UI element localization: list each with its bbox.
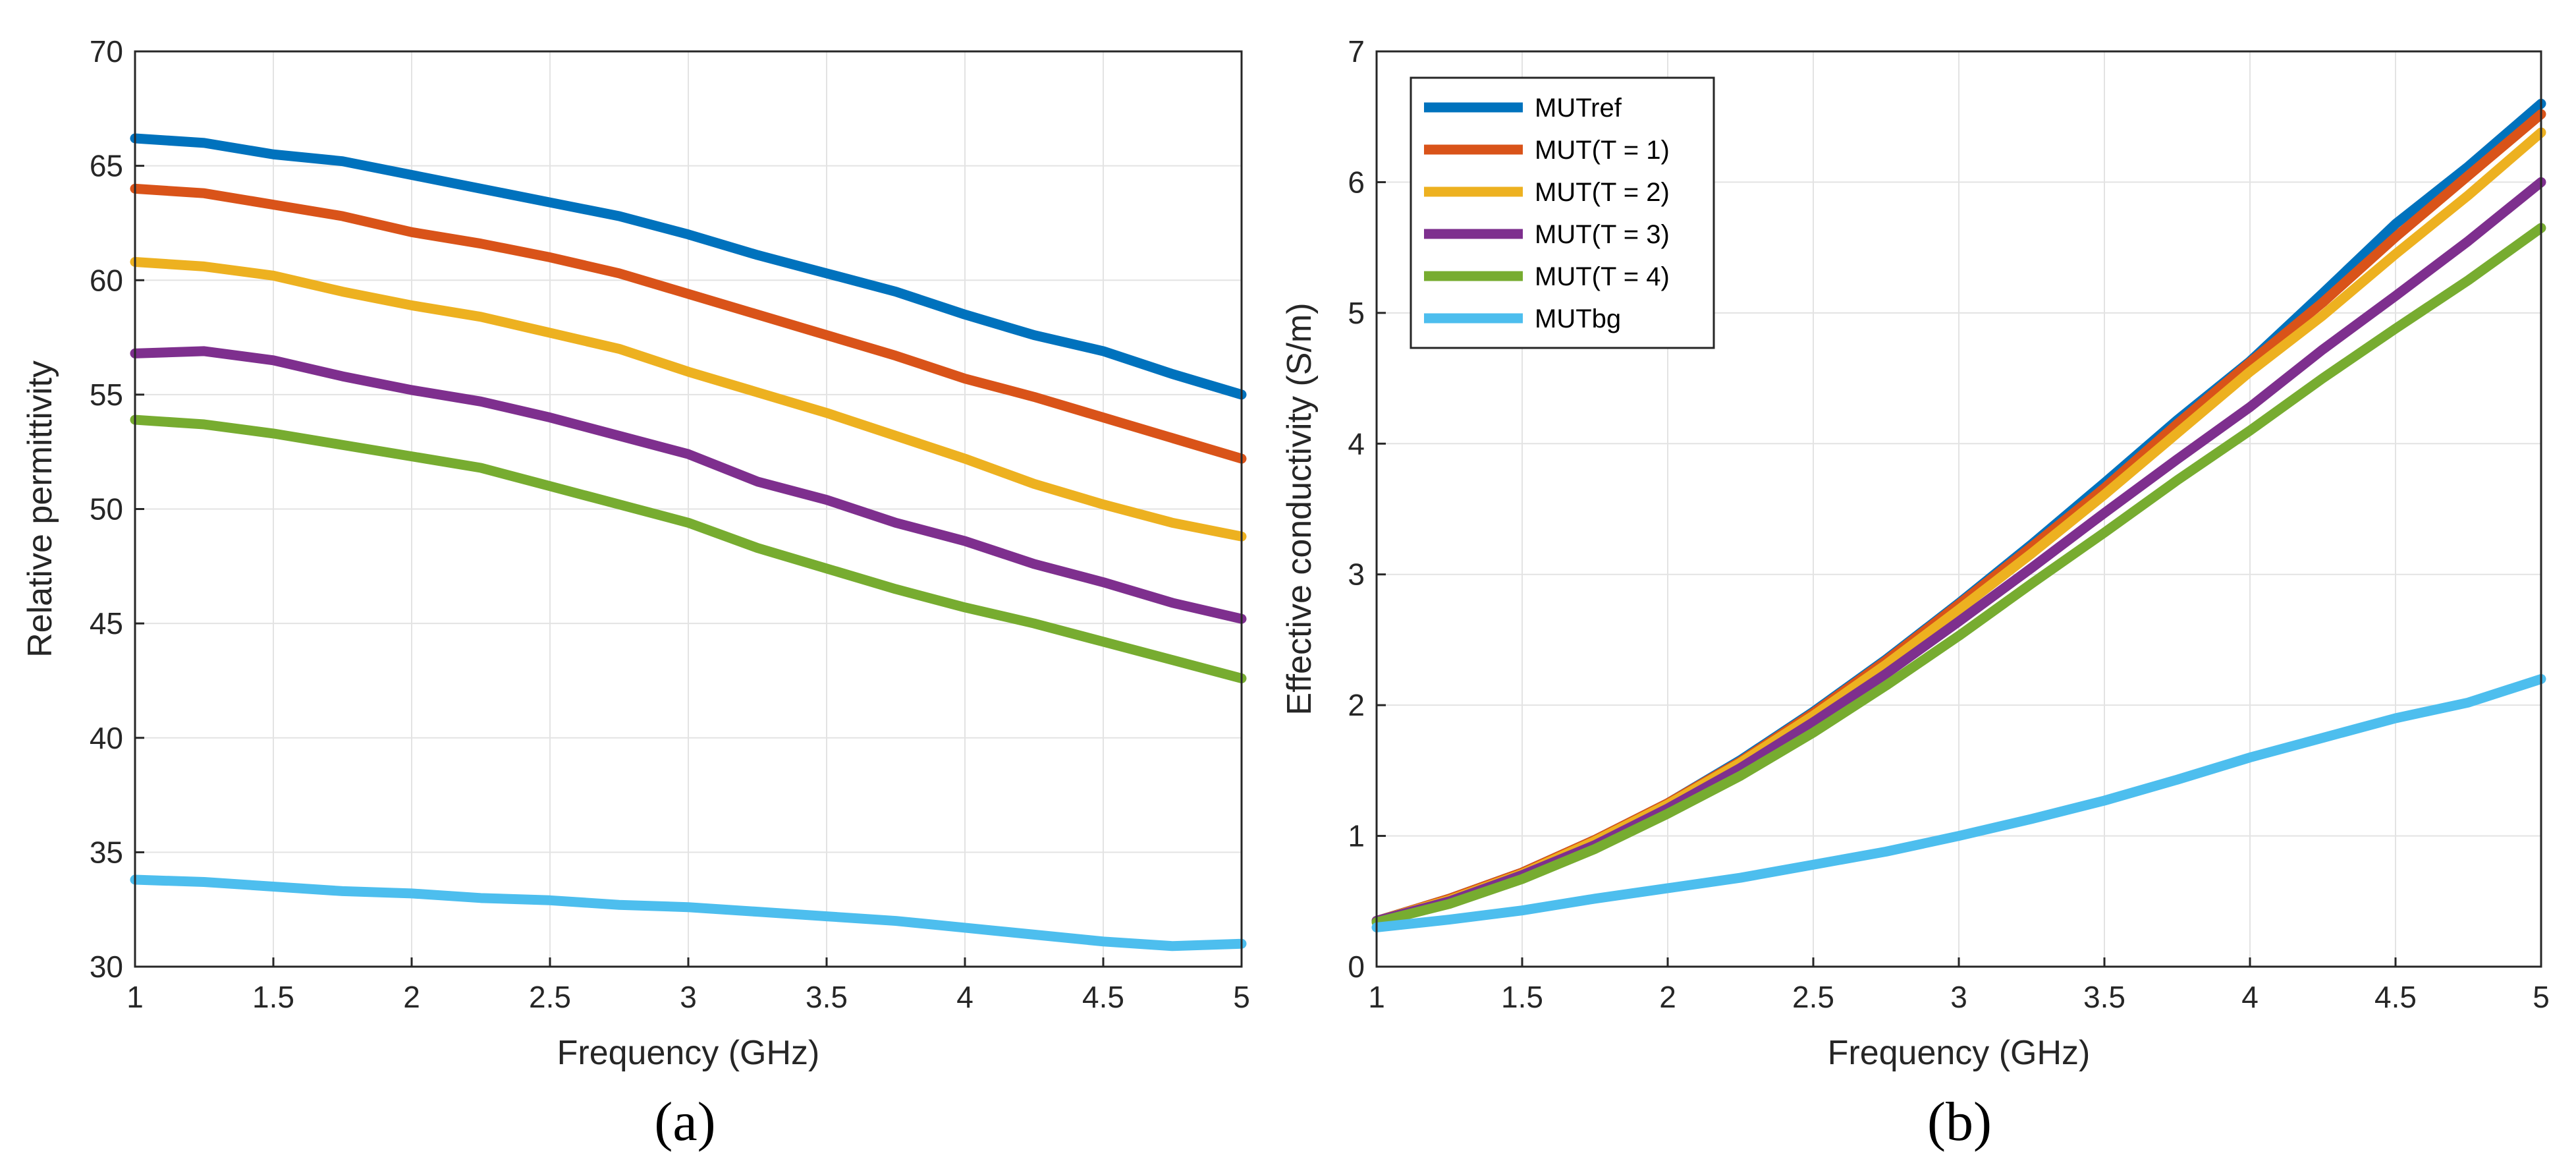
y-tick-label: 0 [1348, 950, 1365, 984]
legend-label-0: MUTref [1535, 94, 1622, 123]
legend-label-1: MUT(T = 1) [1535, 136, 1670, 165]
legend: MUTref MUT(T = 1) MUT(T = 2) MUT(T = 3) MUT(… [1410, 76, 1715, 349]
y-tick-label: 50 [90, 492, 123, 526]
y-tick-labels: 0 1 2 3 4 5 6 7 [1348, 34, 1386, 984]
series-line-3 [130, 346, 1247, 624]
panel-caption: (b) [1927, 1091, 1992, 1152]
x-tick-label: 5 [1233, 980, 1250, 1014]
series-lines [130, 133, 1247, 952]
series-lines [1371, 98, 2546, 932]
y-tick-label: 5 [1348, 296, 1365, 330]
x-tick-label: 2.5 [529, 980, 571, 1014]
panel-caption: (a) [654, 1091, 715, 1152]
y-axis-label: Relative permittivity [21, 360, 59, 658]
x-tick-label: 3 [1950, 980, 1967, 1014]
series-line-5 [130, 874, 1247, 952]
series-line-0 [130, 133, 1247, 400]
x-tick-label: 2.5 [1792, 980, 1834, 1014]
legend-box [1410, 76, 1715, 349]
y-axis-label: Effective conductivity (S/m) [1280, 302, 1319, 715]
legend-label-3: MUT(T = 3) [1535, 220, 1670, 249]
y-tick-label: 70 [90, 34, 123, 69]
y-tick-label: 55 [90, 378, 123, 412]
y-tick-label: 45 [90, 606, 123, 640]
x-tick-label: 1 [126, 980, 144, 1014]
y-tick-label: 3 [1348, 557, 1365, 592]
y-tick-label: 2 [1348, 688, 1365, 722]
x-tick-label: 1.5 [1501, 980, 1543, 1014]
x-tick-label: 2 [1659, 980, 1676, 1014]
x-tick-label: 1 [1368, 980, 1385, 1014]
series-line-5 [1371, 673, 2546, 932]
y-tick-label: 1 [1348, 819, 1365, 853]
y-tick-label: 65 [90, 149, 123, 183]
x-tick-label: 3 [680, 980, 697, 1014]
x-tick-label: 4.5 [1082, 980, 1124, 1014]
x-tick-labels: 1 1.5 2 2.5 3 3.5 4 4.5 5 [126, 957, 1250, 1014]
y-tick-label: 7 [1348, 34, 1365, 69]
panel-a-relative-permittivity: 1 1.5 2 2.5 3 3.5 4 4.5 5 30 35 40 45 50 55 60 65 70 Frequ… [21, 34, 1250, 1152]
y-tick-label: 60 [90, 263, 123, 297]
y-tick-label: 35 [90, 835, 123, 869]
x-axis-label: Frequency (GHz) [1828, 1034, 2091, 1072]
series-line-4 [1371, 223, 2546, 928]
legend-label-2: MUT(T = 2) [1535, 178, 1670, 207]
series-line-2 [130, 256, 1247, 542]
y-tick-label: 40 [90, 721, 123, 755]
y-tick-label: 30 [90, 950, 123, 984]
x-tick-label: 3.5 [806, 980, 848, 1014]
legend-label-5: MUTbg [1535, 304, 1621, 333]
x-tick-label: 4 [956, 980, 973, 1014]
x-tick-label: 4.5 [2374, 980, 2417, 1014]
x-tick-label: 3.5 [2083, 980, 2125, 1014]
series-line-4 [130, 414, 1247, 683]
x-tick-label: 2 [403, 980, 420, 1014]
y-tick-label: 4 [1348, 426, 1365, 461]
grid-lines [134, 51, 1242, 967]
x-tick-label: 1.5 [252, 980, 294, 1014]
x-tick-label: 4 [2241, 980, 2259, 1014]
x-axis-label: Frequency (GHz) [557, 1034, 820, 1072]
x-tick-labels: 1 1.5 2 2.5 3 3.5 4 4.5 5 [1368, 957, 2550, 1014]
y-tick-labels: 30 35 40 45 50 55 60 65 70 [90, 34, 144, 984]
y-tick-label: 6 [1348, 165, 1365, 199]
x-tick-label: 5 [2533, 980, 2550, 1014]
series-line-1 [130, 183, 1247, 464]
legend-label-4: MUT(T = 4) [1535, 262, 1670, 291]
